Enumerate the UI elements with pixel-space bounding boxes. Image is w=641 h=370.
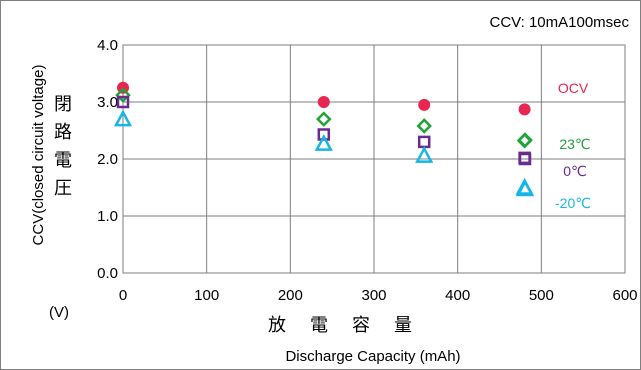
data-point-circle bbox=[518, 103, 531, 116]
data-point-triangle bbox=[515, 179, 535, 197]
x-axis-label-jp-char: 電 bbox=[310, 315, 328, 336]
y-tick-label: 2.0 bbox=[97, 151, 118, 168]
x-tick-label: 300 bbox=[361, 287, 386, 304]
y-axis-label-jp-char: 路 bbox=[54, 122, 72, 143]
data-point-square bbox=[317, 128, 331, 141]
y-axis-label: CCV(closed circuit voltage) bbox=[30, 65, 47, 246]
legend-label: 23℃ bbox=[559, 136, 590, 152]
data-point-square bbox=[417, 135, 431, 149]
data-point-triangle bbox=[314, 133, 333, 151]
legend-label: 0℃ bbox=[563, 163, 587, 179]
chart-annotation: CCV: 10mA100msec bbox=[490, 14, 630, 31]
data-point-diamond bbox=[115, 87, 131, 103]
y-tick-label: 3.0 bbox=[97, 94, 118, 111]
legend-label: -20℃ bbox=[555, 195, 591, 211]
data-point-diamond bbox=[416, 118, 432, 134]
data-point-triangle bbox=[113, 109, 133, 127]
grid bbox=[122, 44, 626, 274]
x-axis-label-jp-char: 量 bbox=[394, 315, 412, 336]
y-axis-unit: (V) bbox=[49, 304, 69, 321]
y-tick-labels: 0.0 1.0 2.0 3.0 4.0 bbox=[97, 37, 118, 282]
data-point-square bbox=[116, 95, 130, 109]
x-axis-label-jp-char: 放 bbox=[268, 315, 286, 336]
y-tick-label: 4.0 bbox=[97, 37, 118, 54]
data-point-triangle bbox=[415, 145, 434, 163]
x-tick-label: 400 bbox=[445, 287, 470, 304]
data-point-diamond bbox=[517, 132, 533, 148]
x-axis-label-jp-char: 容 bbox=[352, 315, 370, 336]
x-tick-label: 200 bbox=[278, 287, 303, 304]
y-axis-label-jp-char: 電 bbox=[54, 150, 72, 171]
x-tick-label: 500 bbox=[529, 287, 554, 304]
data-marks bbox=[113, 81, 534, 195]
x-tick-label: 600 bbox=[612, 287, 637, 304]
data-point-circle bbox=[317, 96, 330, 108]
x-axis-label: Discharge Capacity (mAh) bbox=[285, 348, 460, 365]
y-axis-label-jp-char: 圧 bbox=[54, 178, 72, 199]
legend: OCV 23℃ 0℃ -20℃ bbox=[515, 80, 591, 211]
x-tick-label: 100 bbox=[194, 287, 219, 304]
y-tick-label: 1.0 bbox=[97, 208, 118, 225]
data-point-square bbox=[518, 152, 532, 166]
data-point-circle bbox=[418, 98, 431, 111]
data-point-diamond bbox=[316, 111, 332, 127]
x-tick-label: 0 bbox=[119, 287, 127, 304]
legend-label: OCV bbox=[558, 80, 589, 96]
plot-frame bbox=[122, 44, 626, 274]
y-tick-label: 0.0 bbox=[97, 265, 118, 282]
y-axis-label-jp-char: 閉 bbox=[54, 94, 72, 115]
x-tick-labels: 0 100 200 300 400 500 600 bbox=[119, 287, 638, 304]
